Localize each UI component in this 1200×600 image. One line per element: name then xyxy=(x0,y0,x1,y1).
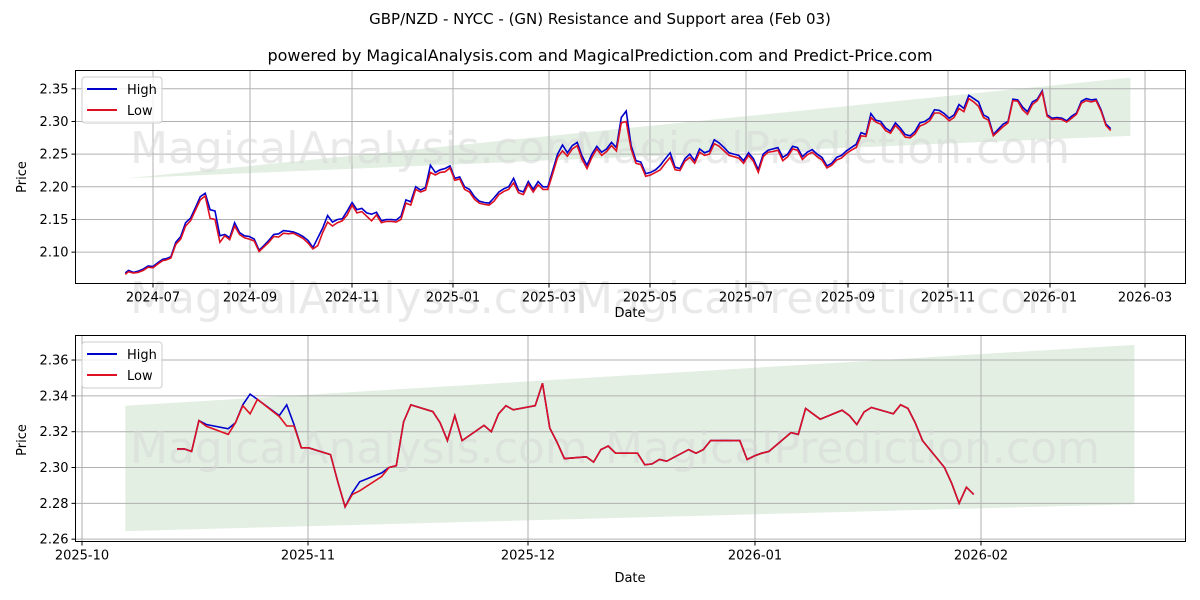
bottom-y-axis-label: Price xyxy=(15,424,30,456)
legend-high-label: High xyxy=(127,83,157,98)
watermark-prediction-2: MagicalPrediction.com xyxy=(575,273,1070,324)
x-tick-label: 2026-01 xyxy=(728,549,782,564)
bottom-resistance-support-band xyxy=(125,344,1135,532)
chart-title: GBP/NZD - NYCC - (GN) Resistance and Sup… xyxy=(369,10,831,28)
x-tick-label: 2024-07 xyxy=(126,291,180,306)
bottom-low-line xyxy=(177,383,975,509)
x-tick-label: 2026-03 xyxy=(1118,291,1172,306)
bottom-y-axis: 2.26 2.28 2.30 2.32 2.34 2.36 xyxy=(40,354,76,548)
chart-subtitle: powered by MagicalAnalysis.com and Magic… xyxy=(267,46,933,65)
top-y-axis-label: Price xyxy=(15,161,30,193)
bottom-plot-frame xyxy=(75,335,1186,542)
band-area xyxy=(125,344,1135,532)
y-tick-label: 2.34 xyxy=(40,389,69,404)
top-x-axis-label: Date xyxy=(614,306,645,321)
top-low-line xyxy=(124,89,1112,276)
y-tick-label: 2.30 xyxy=(40,115,69,130)
top-legend: High Low xyxy=(81,76,163,124)
x-tick-label: 2026-01 xyxy=(1023,291,1077,306)
y-tick-label: 2.36 xyxy=(40,354,69,369)
x-tick-label: 2025-10 xyxy=(55,549,109,564)
x-tick-label: 2025-05 xyxy=(623,291,677,306)
x-tick-label: 2025-03 xyxy=(522,291,576,306)
top-chart: MagicalAnalysis.com MagicalPrediction.co… xyxy=(15,70,1186,324)
x-tick-label: 2025-12 xyxy=(501,549,555,564)
bottom-x-axis-label: Date xyxy=(614,571,645,586)
bottom-x-axis: 2025-10 2025-11 2025-12 2026-01 2026-02 xyxy=(55,541,1008,564)
legend-low-label: Low xyxy=(127,104,153,119)
legend-low-label-2: Low xyxy=(127,369,153,384)
y-tick-label: 2.30 xyxy=(40,461,69,476)
x-tick-label: 2025-09 xyxy=(821,291,875,306)
top-plot-frame xyxy=(75,70,1186,284)
y-tick-label: 2.26 xyxy=(40,533,69,548)
x-tick-label: 2025-07 xyxy=(719,291,773,306)
x-tick-label: 2026-02 xyxy=(954,549,1008,564)
watermark-analysis: MagicalAnalysis.com xyxy=(130,123,588,174)
legend-high-label-2: High xyxy=(127,348,157,363)
x-tick-label: 2025-11 xyxy=(921,291,975,306)
y-tick-label: 2.32 xyxy=(40,425,69,440)
top-y-axis: 2.10 2.15 2.20 2.25 2.30 2.35 xyxy=(40,82,76,261)
bottom-gridlines xyxy=(75,335,1186,542)
watermark-analysis-2: MagicalAnalysis.com xyxy=(130,273,588,324)
watermark-prediction: MagicalPrediction.com xyxy=(575,123,1070,174)
watermark-analysis-3: MagicalAnalysis.com xyxy=(130,423,588,474)
top-x-axis: 2024-07 2024-09 2024-11 2025-01 2025-03 2025-… xyxy=(126,283,1172,306)
y-tick-label: 2.15 xyxy=(40,213,69,228)
y-tick-label: 2.28 xyxy=(40,497,69,512)
x-tick-label: 2024-11 xyxy=(325,291,379,306)
bottom-legend: High Low xyxy=(81,341,163,389)
watermark-prediction-3: MagicalPrediction.com xyxy=(605,423,1100,474)
y-tick-label: 2.10 xyxy=(40,246,69,261)
x-tick-label: 2025-01 xyxy=(426,291,480,306)
bottom-chart: MagicalAnalysis.com MagicalPrediction.co… xyxy=(15,335,1186,586)
x-tick-label: 2024-09 xyxy=(223,291,277,306)
y-tick-label: 2.25 xyxy=(40,148,69,163)
y-tick-label: 2.35 xyxy=(40,82,69,97)
x-tick-label: 2025-11 xyxy=(281,549,335,564)
y-tick-label: 2.20 xyxy=(40,180,69,195)
